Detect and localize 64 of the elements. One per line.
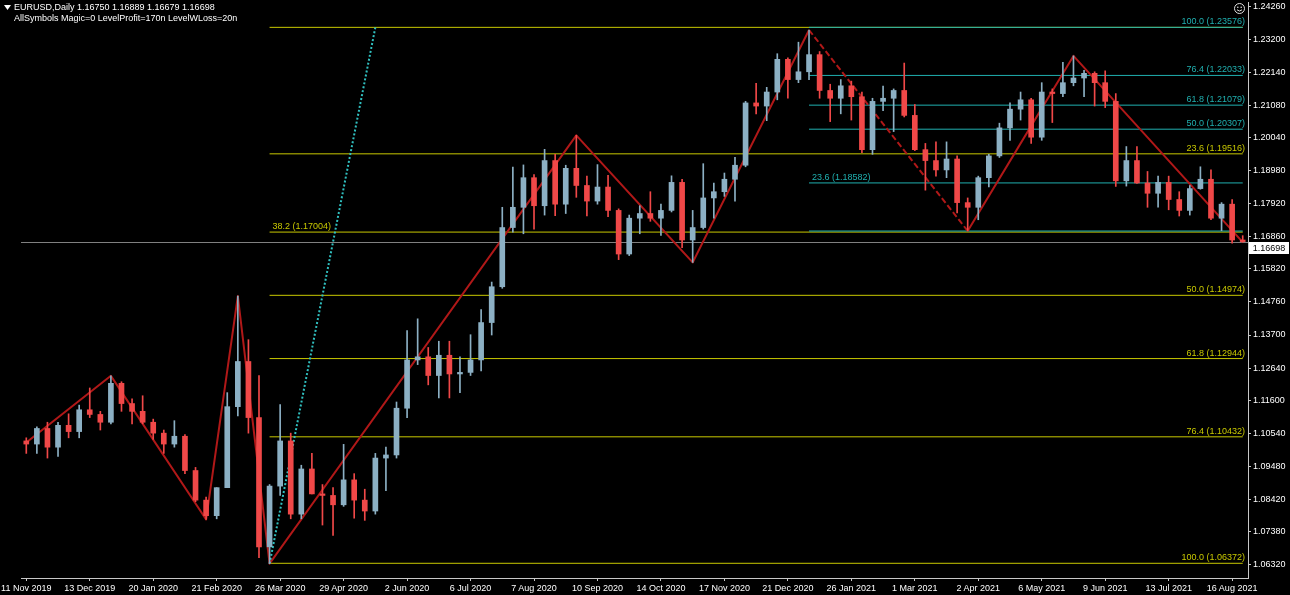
chart-title: EURUSD,Daily 1.16750 1.16889 1.16679 1.16698 [14, 2, 215, 13]
series-label: 38.2 (1.17004) [272, 221, 332, 232]
series-label: 76.4 (1.22033) [1186, 64, 1245, 75]
text: AllSymbols Magic=0 LevelProfit=170n LevelWLoss=20n [14, 13, 238, 24]
y-tick-label: 1.13700 [1253, 329, 1286, 340]
ref-line-label: 1.16698 [1252, 242, 1286, 253]
y-tick-label: 1.08420 [1253, 493, 1286, 504]
y-tick-label: 1.16860 [1253, 231, 1286, 242]
series-label: 100.0 (1.06372) [1181, 552, 1246, 563]
y-tick-label: 1.09480 [1253, 460, 1286, 471]
series-label: 23.6 (1.18582) [812, 171, 871, 182]
y-tick-label: 1.11600 [1253, 394, 1285, 405]
y-tick-label: 1.17920 [1253, 198, 1286, 209]
candlestick [1239, 235, 1246, 243]
candlestick [711, 182, 717, 219]
y-tick-label: 1.07380 [1253, 526, 1286, 537]
series-label: 76.4 (1.10432) [1186, 425, 1245, 436]
x-tick-label: 16 Aug 2021 [1206, 582, 1258, 593]
candlestick [86, 387, 93, 418]
x-tick-label: 6 Jul 2020 [449, 582, 492, 593]
candlestick [1081, 69, 1087, 98]
x-tick-label: 6 May 2021 [1018, 582, 1066, 593]
x-tick-label: 10 Sep 2020 [571, 582, 623, 593]
candlestick [689, 210, 696, 263]
y-tick-label: 1.06320 [1253, 559, 1286, 570]
candlestick [964, 197, 971, 232]
y-tick-label: 1.21080 [1253, 99, 1286, 110]
x-tick-label: 9 Jun 2021 [1082, 582, 1128, 593]
y-tick-label: 1.22140 [1253, 66, 1286, 77]
x-tick-label: 17 Nov 2020 [698, 582, 750, 593]
x-tick-label: 26 Jan 2021 [826, 582, 877, 593]
x-tick-label: 13 Dec 2019 [64, 582, 116, 593]
series-label: 50.0 (1.20307) [1186, 118, 1245, 129]
x-tick-label: 7 Aug 2020 [511, 582, 557, 593]
series-label: 61.8 (1.12944) [1186, 347, 1245, 358]
candlestick [880, 85, 886, 112]
candlestick [636, 205, 643, 235]
x-tick-label: 14 Oct 2020 [636, 582, 686, 593]
x-tick-label: 2 Jun 2020 [384, 582, 430, 593]
candlestick [1049, 88, 1056, 123]
candlestick [827, 83, 834, 122]
x-tick-label: 13 Jul 2021 [1145, 582, 1192, 593]
y-tick-label: 1.14760 [1253, 296, 1286, 307]
x-tick-label: 29 Apr 2020 [319, 582, 368, 593]
x-tick-label: 21 Dec 2020 [762, 582, 814, 593]
series-label: 23.6 (1.19516) [1186, 142, 1245, 153]
x-tick-label: 11 Nov 2019 [1, 582, 52, 593]
series-label: 50.0 (1.14974) [1186, 284, 1245, 295]
x-tick-label: 2 Apr 2021 [956, 582, 1001, 593]
y-tick-label: 1.15820 [1253, 263, 1286, 274]
y-tick-label: 1.24260 [1253, 0, 1286, 11]
y-tick-label: 1.23200 [1253, 33, 1286, 44]
candlestick [457, 356, 463, 393]
x-tick-label: 26 Mar 2020 [254, 582, 306, 593]
y-tick-label: 1.18980 [1253, 165, 1286, 176]
candlestick [330, 487, 336, 536]
y-tick-label: 1.12640 [1253, 362, 1286, 373]
x-tick-label: 21 Feb 2020 [191, 582, 242, 593]
x-tick-label: 1 Mar 2021 [892, 582, 938, 593]
y-tick-label: 1.20040 [1253, 132, 1286, 142]
x-tick-label: 20 Jan 2020 [128, 582, 178, 593]
y-tick-label: 1.10540 [1253, 427, 1286, 438]
series-label: 61.8 (1.21079) [1186, 94, 1245, 105]
series-label: 100.0 (1.23576) [1181, 16, 1246, 27]
